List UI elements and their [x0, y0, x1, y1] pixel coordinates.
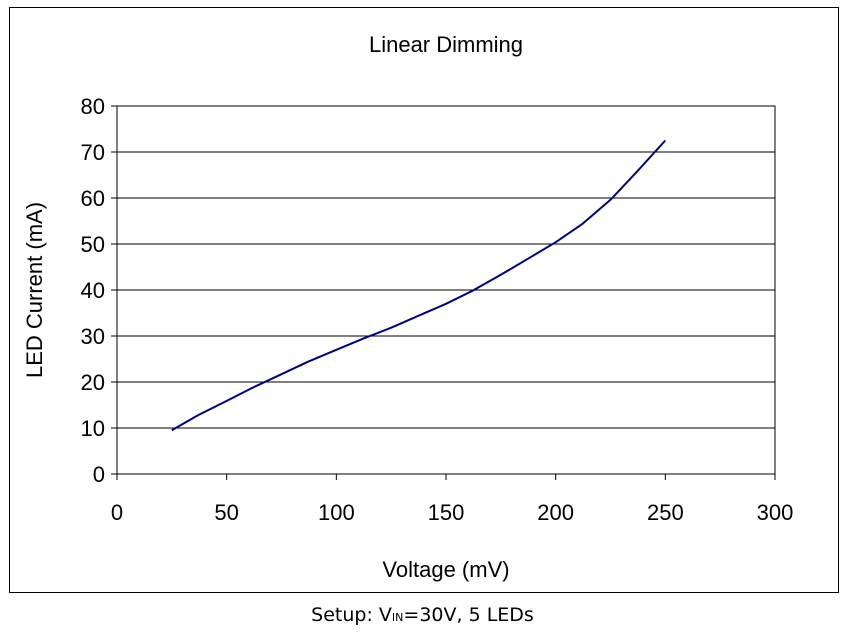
- x-tick-label: 300: [757, 500, 794, 525]
- y-tick-label: 70: [81, 140, 105, 165]
- y-tick-label: 60: [81, 186, 105, 211]
- x-tick-label: 250: [647, 500, 684, 525]
- x-tick-label: 150: [428, 500, 465, 525]
- x-tick-label: 0: [111, 500, 123, 525]
- setup-caption: Setup: VIN=30V, 5 LEDs: [0, 604, 845, 626]
- y-tick-label: 40: [81, 278, 105, 303]
- y-tick-label: 10: [81, 416, 105, 441]
- x-tick-label: 200: [537, 500, 574, 525]
- x-tick-label: 50: [214, 500, 238, 525]
- caption-suffix: =30V, 5 LEDs: [403, 604, 534, 626]
- y-tick-label: 0: [93, 462, 105, 487]
- line-chart: 0 10 20 30 40 50 60 70 80 0 50 100 150 200 250 300 Linea…: [22, 32, 794, 582]
- x-tick-label: 100: [318, 500, 355, 525]
- y-tick-label: 20: [81, 370, 105, 395]
- y-tick-label: 30: [81, 324, 105, 349]
- caption-subscript: IN: [391, 611, 404, 624]
- series-line: [171, 139, 667, 432]
- y-tick-label: 80: [81, 94, 105, 119]
- x-axis-label: Voltage (mV): [382, 557, 509, 582]
- y-tick-label: 50: [81, 232, 105, 257]
- y-axis-label: LED Current (mA): [22, 202, 47, 378]
- chart-title: Linear Dimming: [369, 32, 523, 57]
- caption-prefix: Setup: V: [311, 604, 392, 626]
